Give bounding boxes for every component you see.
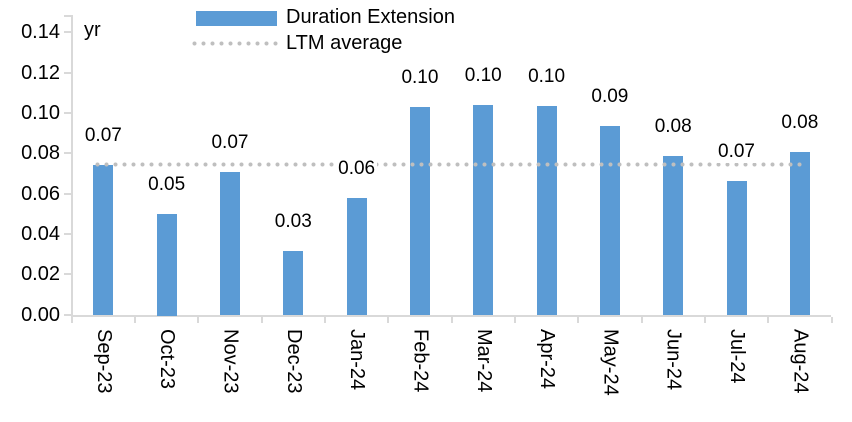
y-axis-tick: [64, 192, 71, 195]
y-axis-end-tick: [64, 15, 71, 17]
y-axis-tick-label: 0.04: [21, 222, 60, 245]
x-axis-tick: [323, 316, 326, 323]
bar-value-text: 0.06: [336, 157, 378, 180]
bar-value-label: 0.10: [497, 65, 597, 88]
y-axis-tick: [64, 273, 71, 276]
x-axis-label: Aug-24: [789, 329, 812, 394]
x-axis-tick: [134, 316, 137, 323]
bar: [726, 180, 747, 316]
bar-value-label: 0.10: [433, 64, 533, 87]
bar-value-text: 0.10: [526, 65, 568, 88]
x-axis-label: Jan-24: [346, 329, 369, 391]
bar-value-text: 0.08: [652, 116, 694, 139]
y-axis-tick: [64, 31, 71, 34]
x-axis-label: Oct-23: [156, 329, 179, 390]
bar-value-label: 0.08: [750, 112, 850, 135]
y-axis-tick-label: 0.06: [21, 182, 60, 205]
bar: [789, 152, 810, 316]
x-axis-label: Dec-23: [282, 329, 305, 394]
y-axis-tick-label: 0.10: [21, 102, 60, 124]
bar-value-text: 0.10: [462, 64, 504, 87]
x-axis-tick: [387, 316, 390, 323]
bar-value-label: 0.10: [370, 66, 470, 89]
x-axis-label: Jul-24: [726, 329, 749, 384]
bar-value-text: 0.07: [716, 140, 757, 163]
x-axis-tick: [830, 316, 833, 323]
x-axis-tick: [450, 316, 453, 323]
x-axis-tick: [640, 316, 643, 323]
legend-label-ltm-average: LTM average: [286, 32, 403, 54]
y-axis-tick: [64, 112, 71, 114]
bar-value-text: 0.09: [589, 86, 631, 109]
x-axis-tick: [577, 316, 580, 323]
x-axis-tick: [197, 316, 200, 323]
bar-value-label: 0.07: [53, 125, 153, 148]
x-axis-label: Nov-23: [219, 329, 242, 394]
bar-value-text: 0.07: [209, 132, 251, 155]
x-axis-label: Sep-23: [92, 329, 115, 394]
ltm-average-line: [95, 161, 802, 167]
y-axis-tick: [64, 232, 71, 235]
bar: [663, 156, 684, 316]
y-axis-tick-label: 0.14: [21, 21, 60, 44]
bar-value-label: 0.03: [243, 211, 343, 234]
y-axis-unit-label: yr: [84, 19, 101, 41]
y-axis-tick: [64, 71, 71, 74]
legend-label-duration-extension: Duration Extension: [286, 6, 455, 28]
x-axis-label: Mar-24: [472, 329, 495, 393]
y-axis-tick: [64, 313, 71, 316]
x-axis-label: Feb-24: [409, 329, 432, 393]
bar: [219, 172, 240, 316]
bar-value-text: 0.07: [82, 125, 124, 148]
bar-value-label: 0.07: [180, 132, 280, 155]
y-axis-tick-label: 0.08: [21, 142, 60, 165]
x-axis-label: Apr-24: [536, 329, 559, 390]
y-axis-tick: [64, 152, 71, 155]
bar-value-label: 0.08: [623, 116, 723, 139]
bar: [536, 105, 557, 316]
bar: [156, 213, 177, 316]
legend-dotted-line-icon: [192, 41, 278, 46]
y-axis-tick-label: 0.12: [21, 61, 60, 84]
bar-value-label: 0.05: [117, 173, 217, 196]
x-axis-line: [70, 314, 832, 317]
legend-swatch-duration-extension-icon: [196, 11, 277, 26]
bar: [93, 165, 114, 316]
x-axis-tick: [703, 316, 706, 323]
x-axis-tick: [70, 316, 73, 323]
bar: [283, 251, 304, 316]
x-axis-label: Jun-24: [662, 329, 685, 391]
bar-value-text: 0.10: [399, 66, 441, 89]
x-axis-tick: [260, 316, 263, 323]
bar: [473, 104, 494, 316]
bar-value-text: 0.03: [272, 211, 314, 234]
y-axis-tick-label: 0.00: [21, 303, 60, 326]
y-axis-line: [70, 15, 73, 317]
bar-value-label: 0.06: [307, 157, 407, 180]
x-axis-tick: [767, 316, 770, 323]
bar-value-label: 0.07: [687, 140, 787, 163]
y-axis-tick-label: 0.02: [21, 263, 60, 286]
bar: [346, 197, 367, 316]
x-axis-tick: [513, 316, 516, 323]
bar: [599, 126, 620, 316]
x-axis-label: May-24: [599, 329, 622, 396]
bar-value-text: 0.08: [779, 112, 821, 135]
bar-value-text: 0.05: [146, 173, 188, 196]
bar: [409, 106, 430, 316]
bar-value-label: 0.09: [560, 86, 660, 109]
